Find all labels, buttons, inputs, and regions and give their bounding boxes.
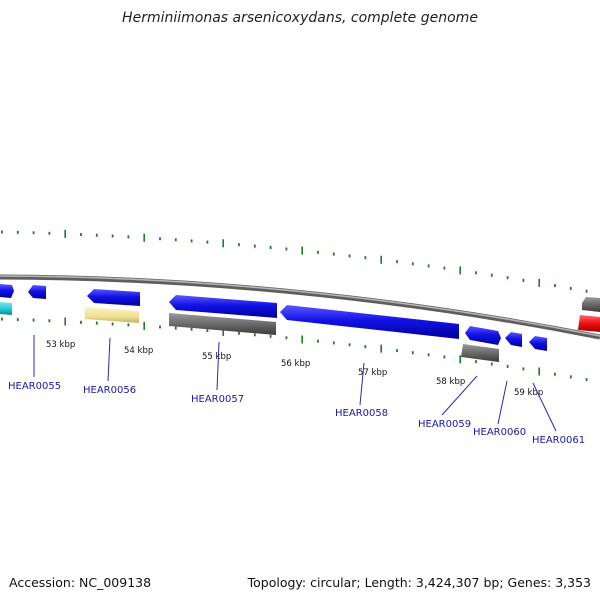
kbp-label: 53 kbp (46, 340, 75, 350)
genome-backbone (0, 274, 600, 340)
gene-arrow-forward[interactable] (529, 336, 547, 351)
gene-label-hear0056[interactable]: HEAR0056 (83, 385, 136, 396)
gene-block-reverse[interactable] (169, 313, 276, 335)
gene-arrow-forward[interactable] (0, 284, 14, 298)
gene-label-hear0060[interactable]: HEAR0060 (473, 427, 526, 438)
kbp-label: 59 kbp (514, 388, 543, 398)
outer-tick-marks (1, 229, 588, 293)
gene-label-hear0059[interactable]: HEAR0059 (418, 419, 471, 430)
gene-arrow-forward[interactable] (28, 285, 46, 299)
kbp-label: 58 kbp (436, 377, 465, 387)
kbp-label: 55 kbp (202, 352, 231, 362)
gene-label-hear0057[interactable]: HEAR0057 (191, 394, 244, 405)
gene-block-reverse[interactable] (461, 344, 499, 362)
gene-arrow-forward[interactable] (169, 295, 277, 318)
topology-text: Topology: circular; Length: 3,424,307 bp… (247, 575, 591, 590)
kbp-label: 56 kbp (281, 359, 310, 369)
gene-block-cyan[interactable] (0, 302, 12, 315)
inner-tick-marks (1, 317, 588, 382)
gene-label-hear0055[interactable]: HEAR0055 (8, 381, 61, 392)
genome-backbone-highlight (0, 275, 600, 337)
kbp-label: 57 kbp (358, 368, 387, 378)
map-title: Herminiimonas arsenicoxydans, complete g… (122, 10, 478, 26)
gene-arrow-forward[interactable] (465, 326, 501, 345)
gene-block-red[interactable] (578, 315, 600, 332)
gene-arrow-forward[interactable] (582, 297, 600, 312)
gene-label-leaders (33, 335, 557, 432)
gene-label-hear0061[interactable]: HEAR0061 (532, 435, 585, 446)
accession-text: Accession: NC_009138 (9, 575, 152, 590)
kbp-label: 54 kbp (124, 346, 153, 356)
gene-block-pale[interactable] (85, 307, 139, 323)
gene-label-hear0058[interactable]: HEAR0058 (335, 408, 388, 419)
gene-arrow-forward[interactable] (87, 289, 140, 306)
gene-arrow-forward[interactable] (505, 332, 522, 347)
gene-arrow-forward[interactable] (280, 305, 459, 339)
